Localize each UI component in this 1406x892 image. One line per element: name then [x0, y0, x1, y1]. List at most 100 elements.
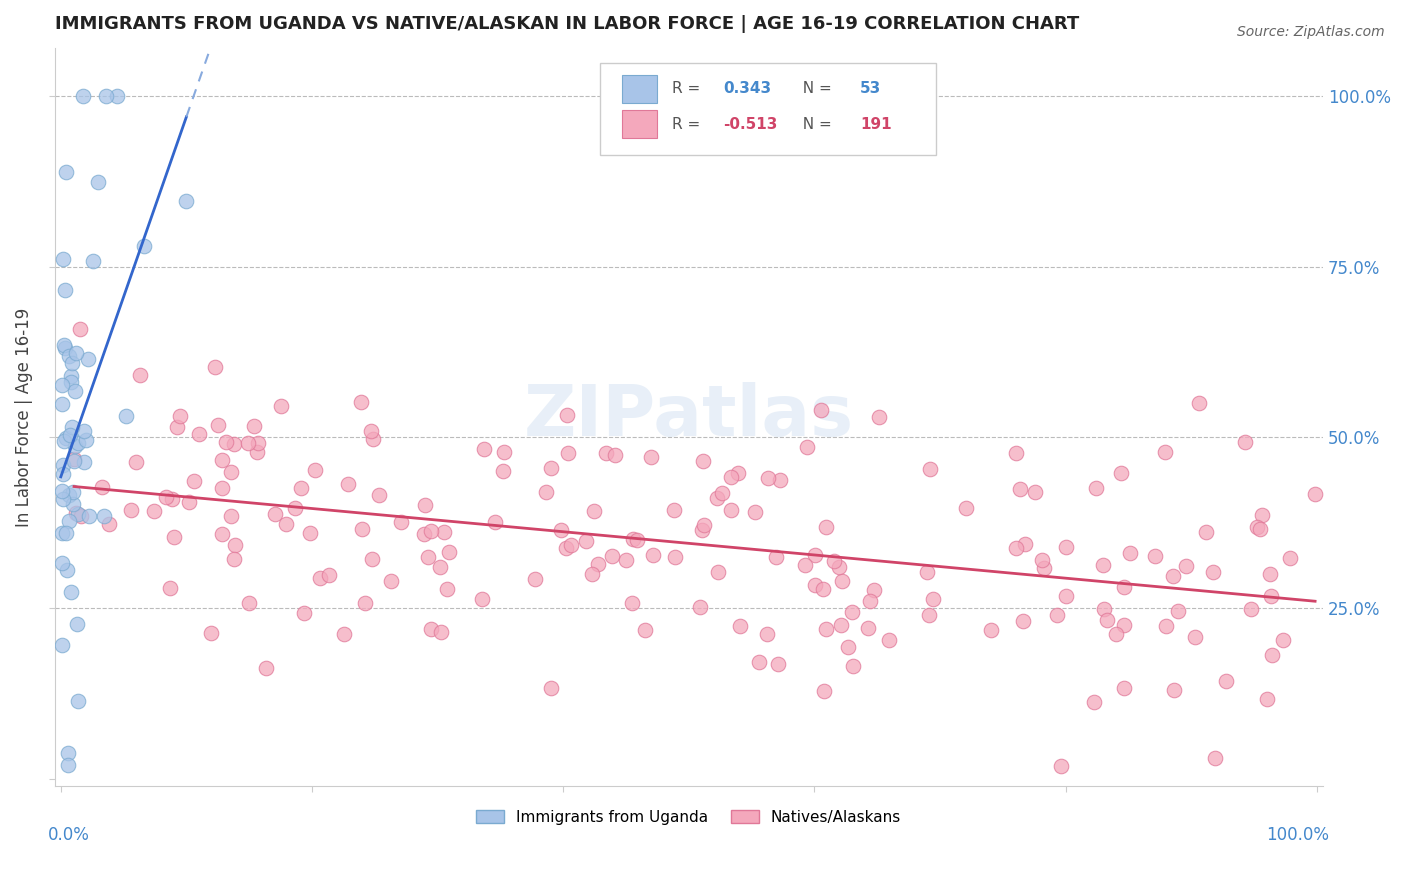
Point	[664, 549, 686, 564]
Point	[219, 465, 242, 479]
Point	[484, 516, 506, 530]
Point	[58, 349, 80, 363]
Point	[706, 491, 728, 505]
Point	[804, 548, 827, 562]
Point	[1008, 483, 1031, 497]
Point	[769, 473, 792, 487]
Point	[600, 549, 623, 563]
Point	[1188, 396, 1211, 410]
Point	[586, 557, 609, 571]
Point	[413, 498, 436, 512]
Point	[437, 545, 460, 559]
Text: -0.513: -0.513	[723, 117, 778, 132]
Point	[163, 530, 186, 544]
Point	[65, 439, 87, 453]
Point	[815, 519, 838, 533]
Point	[60, 375, 83, 389]
Point	[73, 455, 96, 469]
Point	[67, 436, 90, 450]
Point	[211, 453, 233, 467]
Point	[67, 694, 90, 708]
Point	[494, 445, 516, 459]
Point	[63, 454, 86, 468]
Point	[247, 436, 270, 450]
Point	[765, 550, 787, 565]
Point	[333, 627, 356, 641]
Point	[354, 596, 377, 610]
Point	[125, 454, 148, 468]
Point	[214, 434, 236, 449]
Point	[858, 621, 880, 635]
Point	[128, 368, 150, 382]
Point	[246, 445, 269, 459]
Point	[350, 395, 373, 409]
Point	[292, 606, 315, 620]
Point	[318, 567, 340, 582]
Point	[93, 509, 115, 524]
Point	[756, 471, 779, 485]
Point	[51, 639, 73, 653]
Point	[368, 487, 391, 501]
Text: 0.343: 0.343	[723, 81, 772, 96]
Point	[803, 577, 825, 591]
Point	[211, 527, 233, 541]
Point	[693, 518, 716, 533]
Point	[842, 658, 865, 673]
Point	[755, 627, 778, 641]
Point	[1249, 522, 1271, 536]
Point	[176, 194, 198, 209]
Point	[361, 551, 384, 566]
Point	[581, 566, 603, 581]
Point	[1004, 541, 1026, 555]
Point	[166, 420, 188, 434]
Point	[58, 515, 80, 529]
Bar	[621, 111, 657, 138]
Point	[51, 397, 73, 411]
Point	[603, 448, 626, 462]
Point	[263, 507, 285, 521]
Text: N =: N =	[793, 117, 837, 132]
Point	[575, 534, 598, 549]
Point	[91, 479, 114, 493]
Point	[76, 352, 98, 367]
Point	[689, 600, 711, 615]
Point	[1012, 615, 1035, 629]
Point	[63, 384, 86, 398]
Point	[955, 501, 977, 516]
Point	[82, 253, 104, 268]
Point	[1095, 614, 1118, 628]
Point	[918, 607, 941, 622]
Text: 100.0%: 100.0%	[1267, 826, 1330, 844]
Point	[720, 470, 742, 484]
Point	[222, 437, 245, 451]
Text: 191: 191	[860, 117, 891, 132]
Point	[65, 506, 87, 520]
Point	[555, 408, 578, 422]
Point	[183, 475, 205, 489]
Point	[337, 477, 360, 491]
Point	[560, 538, 582, 552]
Point	[796, 440, 818, 454]
Point	[60, 585, 83, 599]
Point	[433, 525, 456, 540]
Point	[692, 454, 714, 468]
Point	[53, 338, 76, 352]
Point	[1303, 487, 1326, 501]
Point	[915, 566, 938, 580]
Point	[1083, 695, 1105, 709]
Point	[810, 402, 832, 417]
Point	[1195, 525, 1218, 540]
Point	[707, 565, 730, 579]
Point	[472, 442, 495, 457]
Point	[557, 446, 579, 460]
Point	[728, 619, 751, 633]
Point	[794, 558, 817, 572]
Point	[159, 581, 181, 595]
Point	[471, 592, 494, 607]
Point	[1054, 589, 1077, 603]
Point	[1091, 558, 1114, 572]
Point	[59, 428, 82, 442]
Point	[980, 623, 1002, 637]
Point	[222, 552, 245, 566]
Point	[1119, 546, 1142, 560]
